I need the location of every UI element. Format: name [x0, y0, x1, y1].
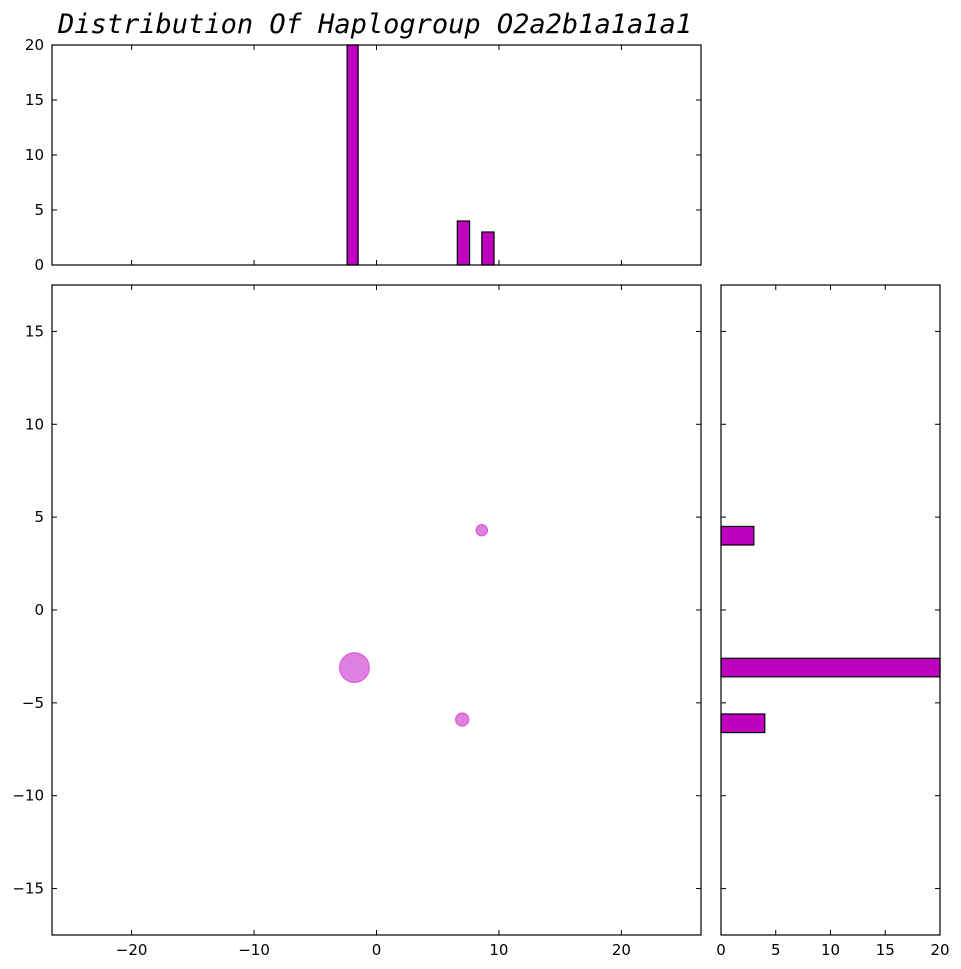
histogram-bar	[720, 713, 766, 734]
y-tick-label: 5	[34, 508, 44, 526]
y-tick-label: 10	[25, 415, 44, 433]
top-histogram-panel: 0 5 10 15 20	[25, 36, 702, 274]
x-tick-label: 15	[876, 941, 895, 959]
x-tick-label: −20	[116, 941, 148, 959]
y-tick-label: 5	[34, 201, 44, 219]
right-histogram-background	[721, 285, 940, 935]
y-tick-label: −5	[22, 694, 44, 712]
y-tick-label: −10	[12, 787, 44, 805]
y-tick-label: 15	[25, 322, 44, 340]
x-tick-label: 5	[771, 941, 781, 959]
right-histogram-frame	[720, 284, 941, 936]
histogram-bar	[720, 657, 941, 678]
y-tick-label: 0	[34, 601, 44, 619]
scatter-background	[52, 285, 701, 935]
y-tick-label: 0	[34, 256, 44, 274]
y-tick-label: 20	[25, 36, 44, 54]
x-tick-label: 10	[489, 941, 508, 959]
histogram-bar	[720, 525, 755, 546]
scatter-point	[455, 712, 470, 727]
x-tick-label: 0	[372, 941, 382, 959]
right-histogram-panel: 0 5 10 15 20	[716, 284, 950, 959]
y-tick-label: 10	[25, 146, 44, 164]
histogram-bar	[481, 231, 495, 266]
histogram-bar	[346, 44, 359, 266]
y-tick-label: 15	[25, 91, 44, 109]
x-tick-label: 10	[821, 941, 840, 959]
y-tick-label: −15	[12, 880, 44, 898]
x-tick-label: 20	[930, 941, 949, 959]
scatter-point	[338, 652, 370, 684]
top-histogram-background	[52, 45, 701, 265]
x-tick-label: 20	[612, 941, 631, 959]
scatter-point	[475, 523, 489, 537]
chart-title: Distribution Of Haplogroup O2a2b1a1a1a1	[57, 9, 692, 40]
scatter-frame	[51, 284, 702, 936]
x-tick-label: −10	[238, 941, 270, 959]
histogram-bar	[456, 220, 471, 266]
x-tick-label: 0	[716, 941, 726, 959]
top-histogram-frame	[51, 44, 702, 266]
scatter-panel: −20 −10 0 10 20 −15 −10 −5 0 5 10 15	[12, 284, 702, 959]
